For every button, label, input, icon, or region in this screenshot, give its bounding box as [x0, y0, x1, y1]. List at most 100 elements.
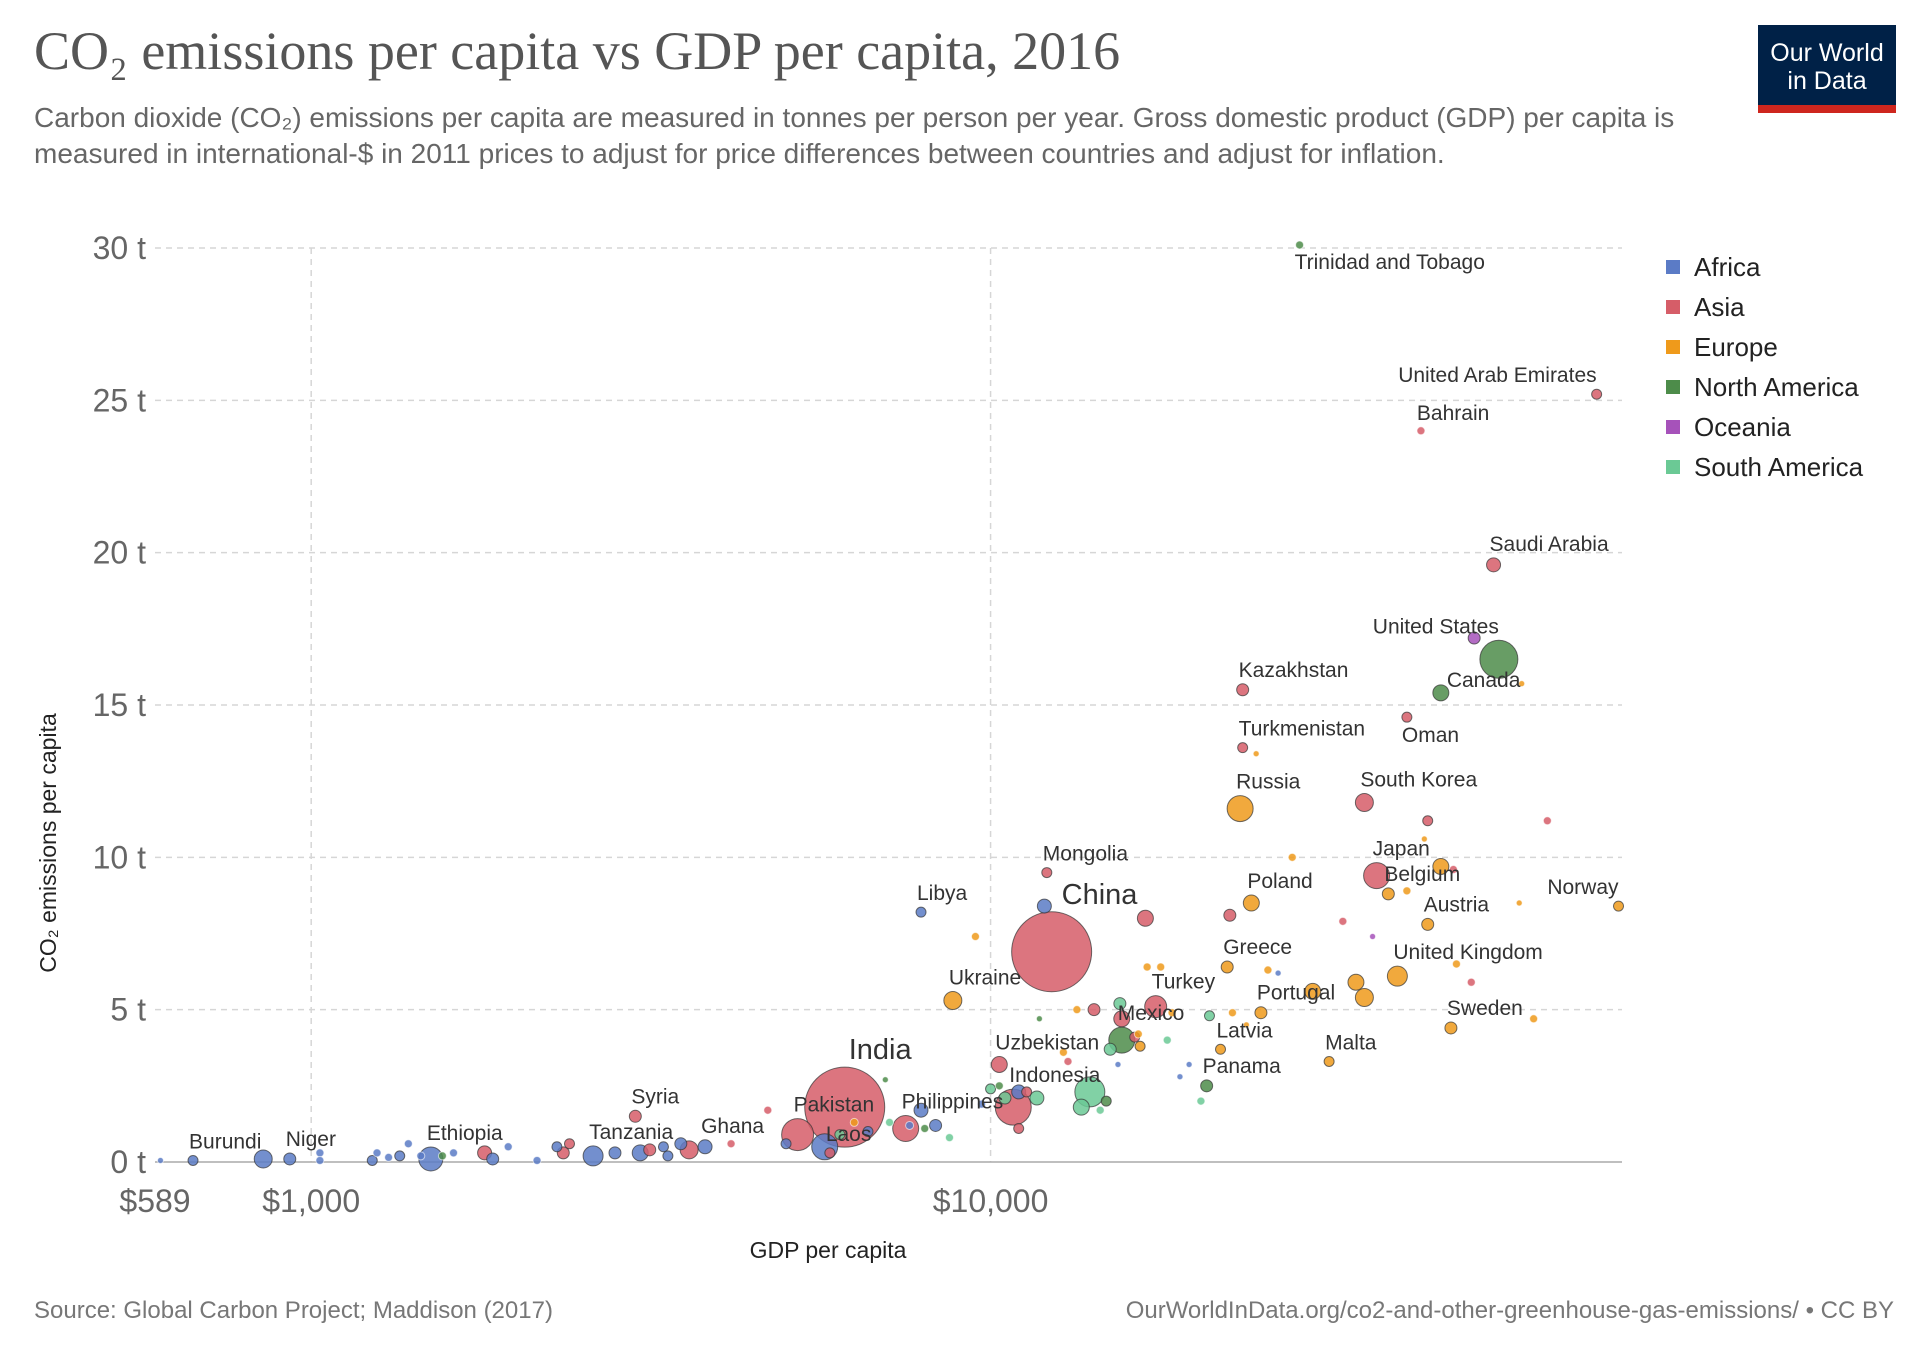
point[interactable]	[913, 1102, 929, 1118]
point[interactable]	[1058, 1047, 1068, 1057]
point[interactable]	[403, 1139, 413, 1149]
point[interactable]	[366, 1154, 378, 1166]
point[interactable]	[1103, 1042, 1117, 1056]
point[interactable]	[1304, 982, 1322, 1000]
point-trinidad-and-tobago[interactable]	[1295, 240, 1305, 250]
point[interactable]	[1347, 973, 1365, 991]
point[interactable]	[1114, 1061, 1122, 1069]
point[interactable]	[1167, 1008, 1177, 1018]
point[interactable]	[998, 1091, 1012, 1105]
point-canada[interactable]	[1432, 684, 1450, 702]
point[interactable]	[1035, 1015, 1043, 1023]
legend-item-south-america[interactable]: South America	[1666, 447, 1863, 487]
point[interactable]	[372, 1148, 382, 1158]
point-bahrain[interactable]	[1416, 426, 1426, 436]
point[interactable]	[551, 1141, 563, 1153]
point-united-arab-emirates[interactable]	[1591, 388, 1603, 400]
point-kazakhstan[interactable]	[1236, 683, 1250, 697]
point-philippines[interactable]	[892, 1114, 920, 1142]
point[interactable]	[156, 1156, 164, 1164]
point[interactable]	[905, 1120, 915, 1130]
point[interactable]	[384, 1152, 394, 1162]
point[interactable]	[985, 1083, 997, 1095]
point[interactable]	[1263, 965, 1273, 975]
point[interactable]	[1095, 1105, 1105, 1115]
point[interactable]	[1072, 1098, 1090, 1116]
point[interactable]	[885, 1117, 895, 1127]
point[interactable]	[1338, 916, 1348, 926]
point-china[interactable]	[1011, 911, 1093, 993]
point-panama[interactable]	[1200, 1079, 1214, 1093]
point[interactable]	[994, 1081, 1004, 1091]
point-united-states[interactable]	[1479, 639, 1519, 679]
point[interactable]	[1162, 1035, 1172, 1045]
point[interactable]	[1466, 977, 1476, 987]
point[interactable]	[977, 1099, 987, 1109]
point[interactable]	[1448, 865, 1458, 875]
point[interactable]	[1134, 1040, 1146, 1052]
point[interactable]	[944, 1133, 954, 1143]
point[interactable]	[1467, 631, 1481, 645]
point[interactable]	[1036, 898, 1052, 914]
point[interactable]	[394, 1150, 406, 1162]
point[interactable]	[763, 1105, 773, 1115]
point[interactable]	[1029, 1090, 1045, 1106]
legend-item-europe[interactable]: Europe	[1666, 327, 1863, 367]
point-niger[interactable]	[283, 1152, 297, 1166]
point[interactable]	[1515, 899, 1523, 907]
point[interactable]	[834, 1129, 846, 1141]
point[interactable]	[1021, 1086, 1033, 1098]
point-austria[interactable]	[1421, 917, 1435, 931]
point[interactable]	[1420, 835, 1428, 843]
point[interactable]	[449, 1148, 459, 1158]
point[interactable]	[1013, 1122, 1025, 1134]
point[interactable]	[780, 1138, 792, 1150]
point-norway[interactable]	[1613, 900, 1625, 912]
point-greece[interactable]	[1220, 960, 1234, 974]
point[interactable]	[1203, 1010, 1215, 1022]
point[interactable]	[1287, 852, 1297, 862]
point[interactable]	[1402, 886, 1412, 896]
point[interactable]	[662, 1150, 674, 1162]
point[interactable]	[1072, 1005, 1082, 1015]
point-laos[interactable]	[824, 1147, 836, 1159]
point-japan[interactable]	[1363, 862, 1391, 890]
point[interactable]	[1113, 1010, 1131, 1028]
point-malta[interactable]	[1323, 1055, 1335, 1067]
point[interactable]	[1432, 857, 1450, 875]
point[interactable]	[416, 1151, 426, 1161]
point[interactable]	[1176, 1073, 1184, 1081]
point-oman[interactable]	[1401, 711, 1413, 723]
point[interactable]	[1100, 1095, 1112, 1107]
point[interactable]	[881, 1076, 889, 1084]
point[interactable]	[1529, 1014, 1539, 1024]
point[interactable]	[1142, 962, 1152, 972]
point-latvia[interactable]	[1215, 1043, 1227, 1055]
point[interactable]	[315, 1155, 325, 1165]
point-belgium[interactable]	[1381, 887, 1395, 901]
point-libya[interactable]	[915, 906, 927, 918]
legend-item-oceania[interactable]: Oceania	[1666, 407, 1863, 447]
point[interactable]	[503, 1142, 513, 1152]
point[interactable]	[1242, 1021, 1250, 1029]
legend-item-africa[interactable]: Africa	[1666, 247, 1863, 287]
point[interactable]	[674, 1137, 688, 1151]
point[interactable]	[1274, 969, 1282, 977]
point[interactable]	[1542, 816, 1552, 826]
point[interactable]	[1227, 1008, 1237, 1018]
point[interactable]	[563, 1138, 575, 1150]
point-portugal[interactable]	[1254, 1006, 1268, 1020]
point[interactable]	[532, 1155, 542, 1165]
point[interactable]	[1136, 909, 1154, 927]
point[interactable]	[1354, 987, 1374, 1007]
point[interactable]	[849, 1117, 859, 1127]
point-ukraine[interactable]	[943, 991, 963, 1011]
point-south-korea[interactable]	[1354, 792, 1374, 812]
legend-item-north-america[interactable]: North America	[1666, 367, 1863, 407]
point[interactable]	[1518, 680, 1526, 688]
point[interactable]	[1422, 815, 1434, 827]
point-uzbekistan[interactable]	[990, 1056, 1008, 1074]
point[interactable]	[1369, 933, 1377, 941]
point-ghana[interactable]	[697, 1139, 713, 1155]
point-tanzania[interactable]	[582, 1145, 604, 1167]
